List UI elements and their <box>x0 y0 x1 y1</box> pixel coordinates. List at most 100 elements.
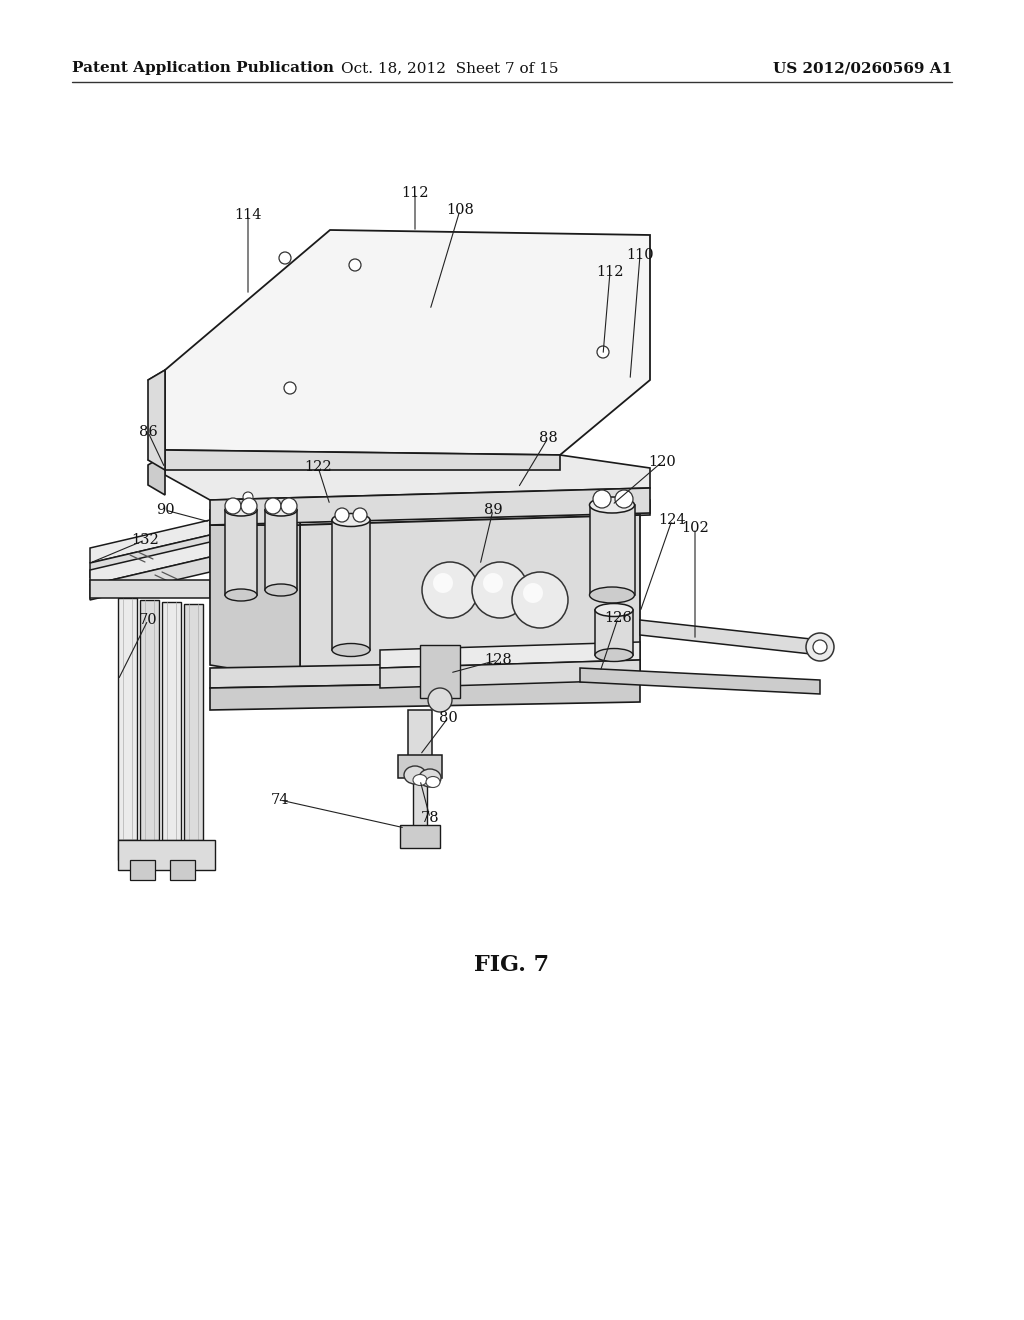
Polygon shape <box>210 488 650 525</box>
Polygon shape <box>140 601 159 842</box>
Polygon shape <box>148 455 165 495</box>
Text: US 2012/0260569 A1: US 2012/0260569 A1 <box>773 61 952 75</box>
Polygon shape <box>210 525 300 680</box>
Ellipse shape <box>426 776 440 788</box>
Polygon shape <box>148 370 165 470</box>
Circle shape <box>813 640 827 653</box>
Circle shape <box>422 562 478 618</box>
Ellipse shape <box>332 644 370 656</box>
Polygon shape <box>408 710 432 760</box>
Polygon shape <box>184 840 203 861</box>
Circle shape <box>615 490 633 508</box>
Text: 90: 90 <box>156 503 174 517</box>
Text: 74: 74 <box>270 793 289 807</box>
Polygon shape <box>300 500 650 525</box>
Polygon shape <box>90 535 210 578</box>
Text: 70: 70 <box>138 612 158 627</box>
Polygon shape <box>332 520 370 649</box>
Text: 122: 122 <box>304 459 332 474</box>
Text: 126: 126 <box>604 611 632 624</box>
Polygon shape <box>90 520 210 564</box>
Text: 112: 112 <box>401 186 429 201</box>
Text: 120: 120 <box>648 455 676 469</box>
Polygon shape <box>413 777 427 830</box>
Polygon shape <box>580 668 820 694</box>
Polygon shape <box>400 825 440 847</box>
Circle shape <box>428 688 452 711</box>
Polygon shape <box>210 680 640 710</box>
Circle shape <box>284 381 296 393</box>
Polygon shape <box>170 861 195 880</box>
Polygon shape <box>90 543 210 585</box>
Polygon shape <box>225 510 257 595</box>
Text: 78: 78 <box>421 810 439 825</box>
Text: 112: 112 <box>596 265 624 279</box>
Polygon shape <box>595 610 633 655</box>
Ellipse shape <box>590 498 635 513</box>
Text: 128: 128 <box>484 653 512 667</box>
Polygon shape <box>165 455 650 500</box>
Text: 114: 114 <box>234 209 262 222</box>
Ellipse shape <box>265 583 297 597</box>
Polygon shape <box>118 840 215 870</box>
Polygon shape <box>130 861 155 880</box>
Polygon shape <box>165 230 650 455</box>
Polygon shape <box>265 510 297 590</box>
Ellipse shape <box>595 603 633 616</box>
Text: 89: 89 <box>483 503 503 517</box>
Circle shape <box>433 573 453 593</box>
Polygon shape <box>590 506 635 595</box>
Text: 86: 86 <box>138 425 158 440</box>
Ellipse shape <box>265 504 297 516</box>
Ellipse shape <box>404 766 426 784</box>
Polygon shape <box>210 660 640 688</box>
Circle shape <box>265 498 281 513</box>
Circle shape <box>349 259 361 271</box>
Text: FIG. 7: FIG. 7 <box>474 954 550 975</box>
Circle shape <box>335 508 349 521</box>
Ellipse shape <box>225 504 257 516</box>
Text: 110: 110 <box>627 248 653 261</box>
Polygon shape <box>162 840 181 861</box>
Ellipse shape <box>225 589 257 601</box>
Polygon shape <box>90 557 210 601</box>
Circle shape <box>597 346 609 358</box>
Polygon shape <box>210 510 300 525</box>
Text: 80: 80 <box>438 711 458 725</box>
Text: 108: 108 <box>446 203 474 216</box>
Polygon shape <box>140 840 159 861</box>
Ellipse shape <box>595 648 633 661</box>
Text: 132: 132 <box>131 533 159 546</box>
Polygon shape <box>398 755 442 777</box>
Polygon shape <box>165 450 560 470</box>
Polygon shape <box>420 645 460 698</box>
Circle shape <box>243 492 253 502</box>
Ellipse shape <box>413 775 427 785</box>
Polygon shape <box>380 660 640 688</box>
Text: Oct. 18, 2012  Sheet 7 of 15: Oct. 18, 2012 Sheet 7 of 15 <box>341 61 559 75</box>
Circle shape <box>483 573 503 593</box>
Polygon shape <box>300 515 640 680</box>
Text: 102: 102 <box>681 521 709 535</box>
Circle shape <box>512 572 568 628</box>
Circle shape <box>279 252 291 264</box>
Text: 88: 88 <box>539 432 557 445</box>
Polygon shape <box>380 642 640 668</box>
Ellipse shape <box>332 513 370 527</box>
Polygon shape <box>640 620 820 655</box>
Circle shape <box>593 490 611 508</box>
Circle shape <box>523 583 543 603</box>
Circle shape <box>241 498 257 513</box>
Polygon shape <box>184 605 203 846</box>
Polygon shape <box>162 602 181 843</box>
Ellipse shape <box>419 770 441 787</box>
Circle shape <box>225 498 241 513</box>
Polygon shape <box>118 598 137 840</box>
Text: 124: 124 <box>658 513 686 527</box>
Circle shape <box>472 562 528 618</box>
Circle shape <box>806 634 834 661</box>
Circle shape <box>281 498 297 513</box>
Text: Patent Application Publication: Patent Application Publication <box>72 61 334 75</box>
Circle shape <box>353 508 367 521</box>
Polygon shape <box>118 840 137 861</box>
